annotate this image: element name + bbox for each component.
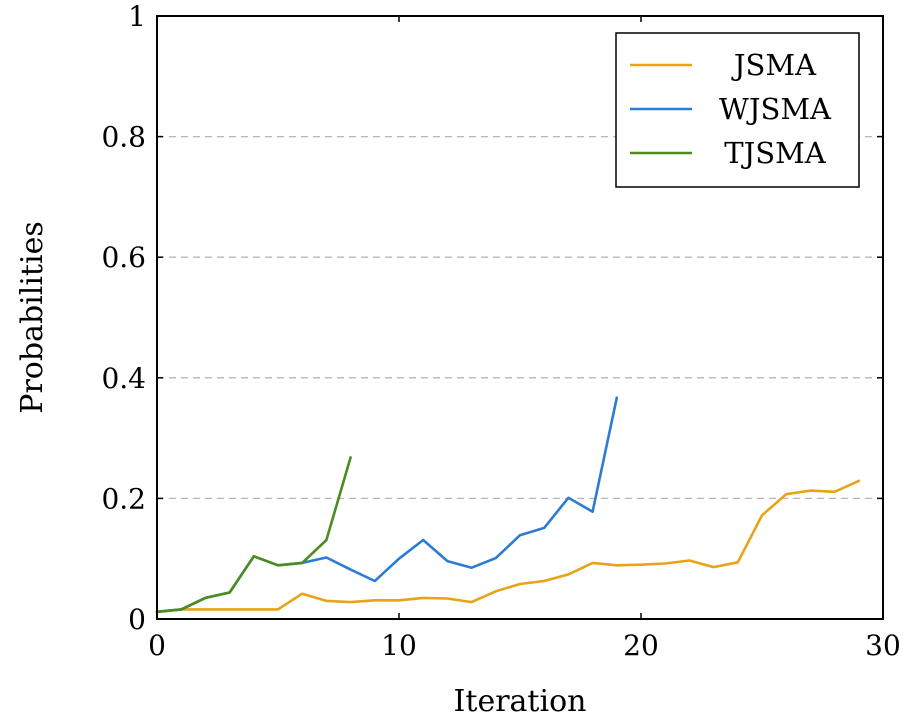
y-tick-label: 0.2 bbox=[101, 482, 146, 515]
y-tick-label: 0 bbox=[128, 603, 146, 636]
y-tick-label: 1 bbox=[128, 0, 146, 33]
axis-tick-labels: 0 10 20 30 0 0.2 0.4 0.6 0.8 1 bbox=[101, 0, 900, 662]
y-tick-label: 0.8 bbox=[101, 121, 146, 154]
y-tick-label: 0.6 bbox=[101, 241, 146, 274]
series-lines bbox=[155, 396, 861, 614]
x-axis-label: Iteration bbox=[454, 684, 587, 719]
x-tick-label: 30 bbox=[865, 629, 901, 662]
legend-label-tjsma: TJSMA bbox=[724, 136, 827, 170]
series-line-tjsma bbox=[155, 456, 352, 614]
legend-label-wjsma: WJSMA bbox=[719, 92, 832, 126]
x-tick-label: 10 bbox=[381, 629, 417, 662]
legend: JSMA WJSMA TJSMA bbox=[615, 32, 860, 188]
y-tick-label: 0.4 bbox=[101, 362, 146, 395]
x-tick-label: 20 bbox=[623, 629, 659, 662]
plot-area-frame bbox=[156, 15, 884, 620]
series-line-jsma bbox=[155, 479, 861, 614]
x-tick-label: 0 bbox=[148, 629, 166, 662]
y-axis-label: Probabilities bbox=[15, 221, 50, 413]
axis-ticks bbox=[156, 15, 884, 620]
legend-label-jsma: JSMA bbox=[731, 48, 817, 82]
grid bbox=[157, 135, 883, 500]
